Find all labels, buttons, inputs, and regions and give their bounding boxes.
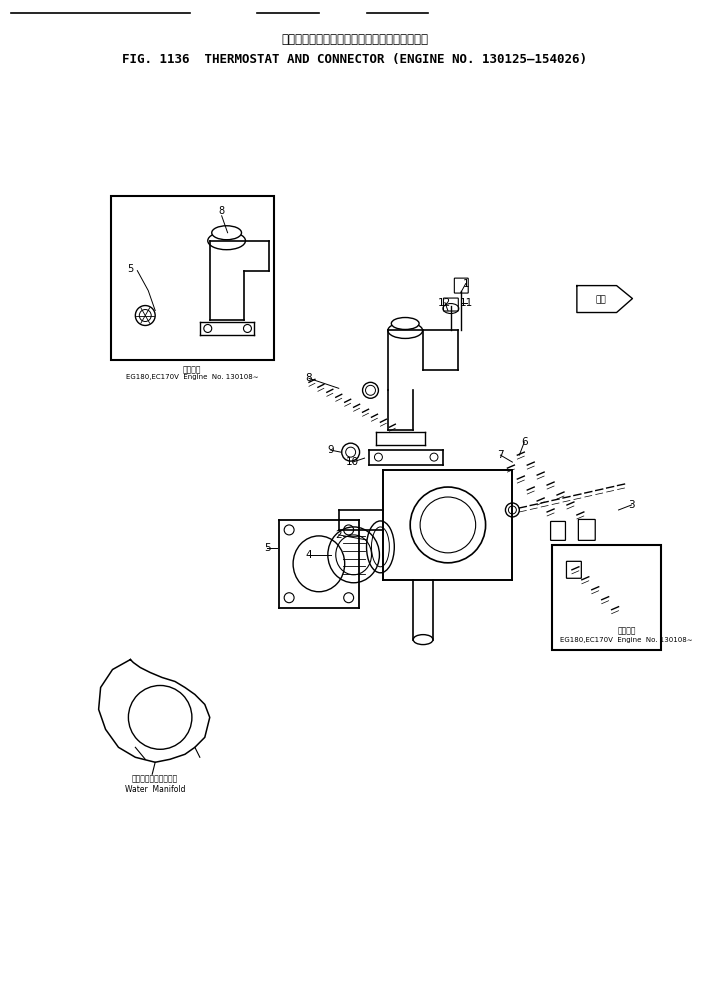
Text: 4: 4 xyxy=(305,550,313,560)
Text: 5: 5 xyxy=(264,543,271,553)
Text: 8: 8 xyxy=(219,206,225,216)
Text: 1: 1 xyxy=(462,278,469,288)
Ellipse shape xyxy=(211,226,241,240)
Text: EG180,EC170V  Engine  No. 130108∼: EG180,EC170V Engine No. 130108∼ xyxy=(560,637,693,643)
Text: 10: 10 xyxy=(346,457,359,467)
Text: Water  Manifold: Water Manifold xyxy=(125,785,185,794)
Bar xyxy=(110,196,274,360)
Text: 7: 7 xyxy=(497,450,504,460)
Text: 適用号機: 適用号機 xyxy=(617,627,636,636)
Text: 8: 8 xyxy=(305,373,313,383)
Text: 6: 6 xyxy=(521,437,528,447)
Text: 9: 9 xyxy=(328,445,334,455)
Text: FIG. 1136  THERMOSTAT AND CONNECTOR (ENGINE NO. 130125―154026): FIG. 1136 THERMOSTAT AND CONNECTOR (ENGI… xyxy=(122,53,587,66)
Bar xyxy=(552,545,661,650)
Ellipse shape xyxy=(392,317,419,329)
Text: 12: 12 xyxy=(439,297,451,307)
Text: 2: 2 xyxy=(335,530,342,540)
Text: 3: 3 xyxy=(628,500,635,510)
Text: 11: 11 xyxy=(460,297,473,307)
Text: 適用号機: 適用号機 xyxy=(183,365,201,374)
Text: ウォータマニホールド: ウォータマニホールド xyxy=(132,774,178,783)
Text: サーモスタット　および　コネクタ　適用号機: サーモスタット および コネクタ 適用号機 xyxy=(281,33,428,46)
Text: 5: 5 xyxy=(127,263,134,273)
Text: EG180,EC170V  Engine  No. 130108∼: EG180,EC170V Engine No. 130108∼ xyxy=(125,374,258,380)
Text: 注文: 注文 xyxy=(595,295,606,304)
